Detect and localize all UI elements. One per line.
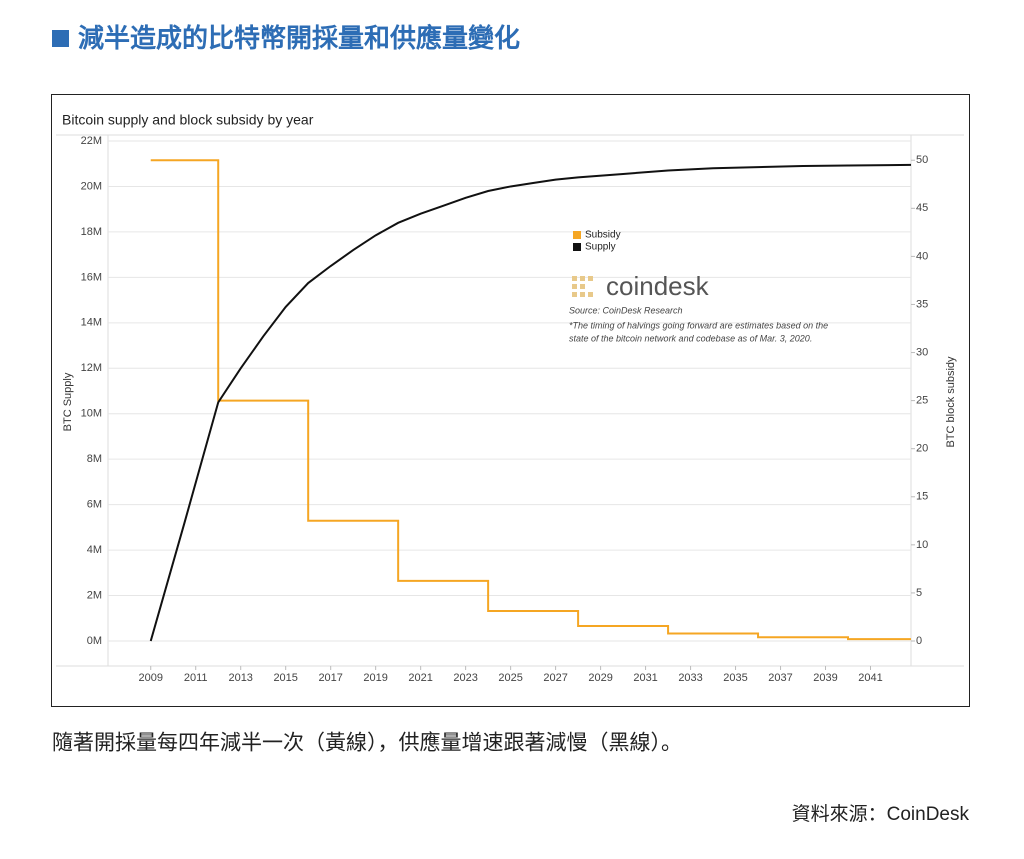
logo-text: coindesk — [606, 271, 710, 301]
y2-tick-label: 30 — [916, 346, 928, 358]
y-tick-label: 20M — [81, 180, 102, 192]
credit: 資料來源：CoinDesk — [792, 803, 970, 825]
footnote: *The timing of halvings going forward ar… — [569, 320, 828, 330]
x-tick-label: 2033 — [678, 672, 702, 684]
x-tick-label: 2025 — [498, 672, 522, 684]
chart-title: Bitcoin supply and block subsidy by year — [62, 112, 314, 128]
x-tick-label: 2041 — [858, 672, 882, 684]
y2-tick-label: 35 — [916, 298, 928, 310]
chart-frame — [51, 94, 970, 707]
y2-tick-label: 45 — [916, 202, 928, 214]
y-tick-label: 14M — [81, 317, 102, 329]
x-tick-label: 2023 — [453, 672, 477, 684]
logo-icon — [572, 276, 593, 297]
x-tick-label: 2019 — [363, 672, 387, 684]
x-tick-label: 2031 — [633, 672, 657, 684]
heading: 減半造成的比特幣開採量和供應量變化 — [78, 23, 520, 53]
y-tick-label: 18M — [81, 226, 102, 238]
footnote: state of the bitcoin network and codebas… — [569, 333, 812, 343]
legend-swatch — [573, 231, 581, 239]
y2-tick-label: 0 — [916, 635, 922, 647]
y2-tick-label: 25 — [916, 395, 928, 407]
legend-swatch — [573, 243, 581, 251]
y2-tick-label: 20 — [916, 443, 928, 455]
y-tick-label: 6M — [87, 499, 102, 511]
x-tick-label: 2035 — [723, 672, 747, 684]
series-line — [149, 163, 912, 642]
y2-tick-label: 50 — [916, 154, 928, 166]
y-tick-label: 12M — [81, 362, 102, 374]
y2-tick-label: 10 — [916, 539, 928, 551]
y-tick-label: 2M — [87, 589, 102, 601]
heading-icon — [52, 30, 69, 47]
x-tick-label: 2039 — [813, 672, 837, 684]
y-tick-label: 16M — [81, 271, 102, 283]
y2-tick-label: 15 — [916, 491, 928, 503]
y2-tick-label: 5 — [916, 587, 922, 599]
y-tick-label: 8M — [87, 453, 102, 465]
y-axis-label: BTC Supply — [62, 372, 74, 431]
y-tick-label: 22M — [81, 135, 102, 147]
y2-axis-label: BTC block subsidy — [945, 356, 957, 448]
x-tick-label: 2011 — [184, 672, 208, 684]
caption: 隨著開採量每四年減半一次（黃線），供應量增速跟著減慢（黑線）。 — [52, 731, 682, 755]
x-tick-label: 2013 — [228, 672, 252, 684]
x-tick-label: 2037 — [768, 672, 792, 684]
x-tick-label: 2015 — [273, 672, 297, 684]
y-tick-label: 10M — [81, 408, 102, 420]
series-line — [150, 159, 911, 641]
legend-label: Supply — [585, 242, 616, 253]
y2-tick-label: 40 — [916, 250, 928, 262]
x-tick-label: 2017 — [318, 672, 342, 684]
y-tick-label: 0M — [87, 635, 102, 647]
x-tick-label: 2009 — [138, 672, 162, 684]
x-tick-label: 2027 — [543, 672, 567, 684]
legend-label: Subsidy — [585, 230, 621, 241]
x-tick-label: 2029 — [588, 672, 612, 684]
source-note: Source: CoinDesk Research — [569, 305, 683, 315]
x-tick-label: 2021 — [408, 672, 432, 684]
y-tick-label: 4M — [87, 544, 102, 556]
